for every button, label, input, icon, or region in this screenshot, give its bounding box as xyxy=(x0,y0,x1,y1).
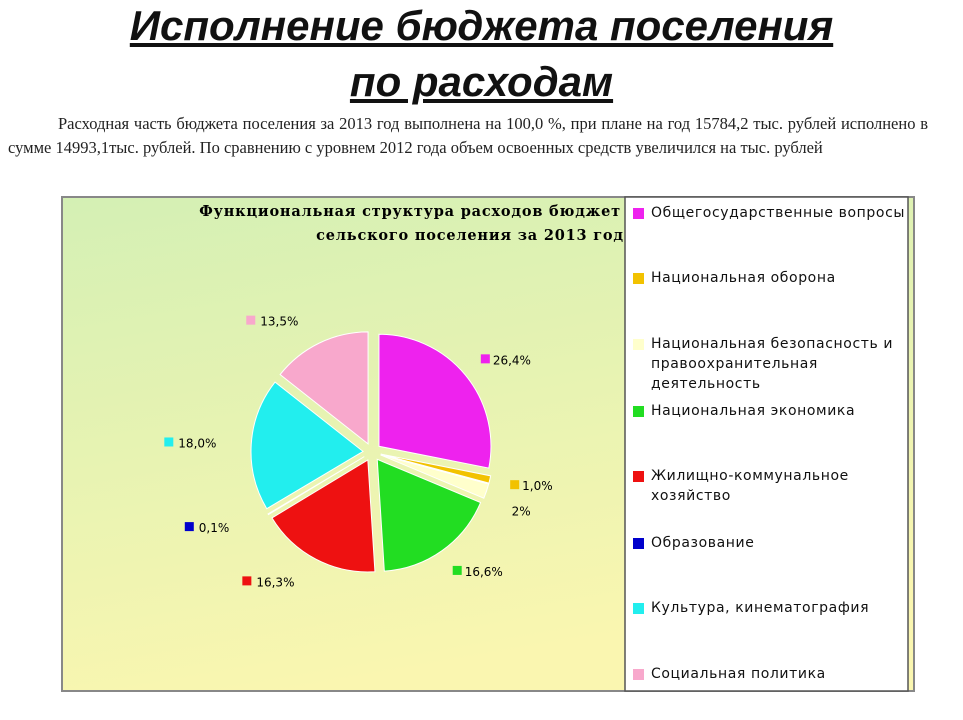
pie-slice xyxy=(271,459,376,573)
legend-box xyxy=(624,196,909,692)
legend-label: Общегосударственные вопросы xyxy=(651,205,906,221)
legend-swatch xyxy=(633,406,644,417)
legend-swatch xyxy=(633,603,644,614)
pie-slice xyxy=(378,333,492,469)
legend-label: Образование xyxy=(651,535,755,551)
label-swatch xyxy=(510,480,520,490)
legend-swatch xyxy=(633,669,644,680)
data-label: 16,3% xyxy=(256,575,294,589)
label-swatch xyxy=(164,437,174,447)
pie-slice xyxy=(380,454,490,499)
legend-label: Социальная политика xyxy=(651,666,826,682)
legend-swatch xyxy=(633,208,644,219)
pie-slice xyxy=(279,331,369,445)
pie-slice xyxy=(376,458,482,572)
legend-label: Национальная оборона xyxy=(651,270,836,286)
data-label: 1,0% xyxy=(522,479,553,493)
label-swatch xyxy=(242,576,252,586)
page-title: по расходам xyxy=(349,58,614,105)
legend-item: Национальная оборона xyxy=(633,268,919,288)
legend-swatch xyxy=(633,538,644,549)
legend-swatch xyxy=(633,273,644,284)
legend-item: Национальная экономика xyxy=(633,401,919,421)
chart-title: сельского поселения за 2013 год xyxy=(316,227,624,244)
legend-label: Культура, кинематография xyxy=(651,600,870,616)
pie-slice xyxy=(267,456,365,516)
legend-label: Национальная экономика xyxy=(651,403,856,419)
pie-slice xyxy=(250,381,364,510)
legend-item: Общегосударственные вопросы xyxy=(633,203,919,223)
label-swatch xyxy=(246,315,256,325)
data-label: 0,1% xyxy=(199,521,230,535)
pie-slice xyxy=(380,453,492,484)
data-label: 26,4% xyxy=(493,353,531,367)
data-label: 16,6% xyxy=(465,565,503,579)
legend-item: Образование xyxy=(633,533,919,553)
legend-item: Национальная безопасность и правоохранит… xyxy=(633,334,919,394)
legend-item: Социальная политика xyxy=(633,664,919,684)
chart-title: Функциональная структура расходов бюджет xyxy=(199,203,621,220)
legend-item: Культура, кинематография xyxy=(633,598,919,618)
data-label: 13,5% xyxy=(260,315,298,329)
page-title: Исполнение бюджета поселения xyxy=(129,2,834,49)
data-label: 2% xyxy=(512,504,531,518)
data-label: 18,0% xyxy=(178,436,216,450)
legend-item: Жилищно-коммунальное хозяйство xyxy=(633,466,919,506)
legend-swatch xyxy=(633,471,644,482)
label-swatch xyxy=(480,354,490,364)
label-swatch xyxy=(184,522,194,532)
paragraph: Расходная часть бюджета поселения за 201… xyxy=(8,114,928,157)
legend-label: Национальная безопасность и правоохранит… xyxy=(651,336,894,392)
legend-swatch xyxy=(633,339,644,350)
label-swatch xyxy=(452,565,462,575)
legend-label: Жилищно-коммунальное хозяйство xyxy=(651,468,849,504)
